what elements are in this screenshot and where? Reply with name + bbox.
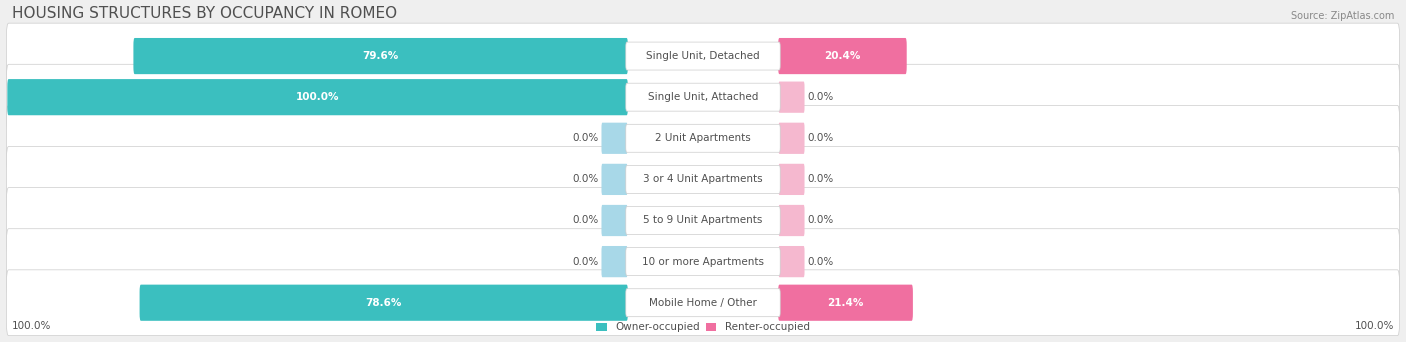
FancyBboxPatch shape — [778, 285, 912, 321]
Text: 0.0%: 0.0% — [807, 174, 834, 184]
FancyBboxPatch shape — [139, 285, 628, 321]
FancyBboxPatch shape — [779, 81, 804, 113]
Text: Single Unit, Detached: Single Unit, Detached — [647, 51, 759, 61]
FancyBboxPatch shape — [626, 42, 780, 70]
Text: 2 Unit Apartments: 2 Unit Apartments — [655, 133, 751, 143]
FancyBboxPatch shape — [7, 64, 1399, 130]
Text: Mobile Home / Other: Mobile Home / Other — [650, 298, 756, 308]
FancyBboxPatch shape — [7, 270, 1399, 336]
FancyBboxPatch shape — [602, 205, 627, 236]
Text: 0.0%: 0.0% — [572, 215, 599, 225]
Text: Single Unit, Attached: Single Unit, Attached — [648, 92, 758, 102]
FancyBboxPatch shape — [7, 146, 1399, 212]
Text: 21.4%: 21.4% — [827, 298, 863, 308]
Text: 0.0%: 0.0% — [807, 256, 834, 267]
Legend: Owner-occupied, Renter-occupied: Owner-occupied, Renter-occupied — [596, 323, 810, 332]
FancyBboxPatch shape — [626, 207, 780, 235]
FancyBboxPatch shape — [626, 289, 780, 317]
Text: 0.0%: 0.0% — [572, 174, 599, 184]
FancyBboxPatch shape — [7, 229, 1399, 294]
Text: 78.6%: 78.6% — [366, 298, 402, 308]
FancyBboxPatch shape — [779, 246, 804, 277]
FancyBboxPatch shape — [602, 246, 627, 277]
Text: 79.6%: 79.6% — [363, 51, 399, 61]
FancyBboxPatch shape — [134, 38, 628, 74]
Text: 5 to 9 Unit Apartments: 5 to 9 Unit Apartments — [644, 215, 762, 225]
Text: 0.0%: 0.0% — [572, 133, 599, 143]
FancyBboxPatch shape — [778, 38, 907, 74]
FancyBboxPatch shape — [7, 23, 1399, 89]
FancyBboxPatch shape — [626, 83, 780, 111]
FancyBboxPatch shape — [779, 205, 804, 236]
Text: Source: ZipAtlas.com: Source: ZipAtlas.com — [1291, 11, 1393, 21]
Text: 100.0%: 100.0% — [295, 92, 339, 102]
FancyBboxPatch shape — [626, 248, 780, 276]
Text: 0.0%: 0.0% — [572, 256, 599, 267]
FancyBboxPatch shape — [626, 124, 780, 152]
FancyBboxPatch shape — [7, 105, 1399, 171]
Text: 20.4%: 20.4% — [824, 51, 860, 61]
Text: 0.0%: 0.0% — [807, 133, 834, 143]
FancyBboxPatch shape — [779, 164, 804, 195]
Text: HOUSING STRUCTURES BY OCCUPANCY IN ROMEO: HOUSING STRUCTURES BY OCCUPANCY IN ROMEO — [13, 6, 396, 21]
Text: 0.0%: 0.0% — [807, 215, 834, 225]
Text: 100.0%: 100.0% — [1354, 321, 1393, 331]
Text: 10 or more Apartments: 10 or more Apartments — [643, 256, 763, 267]
FancyBboxPatch shape — [626, 166, 780, 193]
FancyBboxPatch shape — [779, 123, 804, 154]
Text: 3 or 4 Unit Apartments: 3 or 4 Unit Apartments — [643, 174, 763, 184]
FancyBboxPatch shape — [7, 79, 628, 115]
FancyBboxPatch shape — [7, 188, 1399, 253]
FancyBboxPatch shape — [602, 164, 627, 195]
Text: 100.0%: 100.0% — [13, 321, 52, 331]
FancyBboxPatch shape — [602, 123, 627, 154]
Text: 0.0%: 0.0% — [807, 92, 834, 102]
